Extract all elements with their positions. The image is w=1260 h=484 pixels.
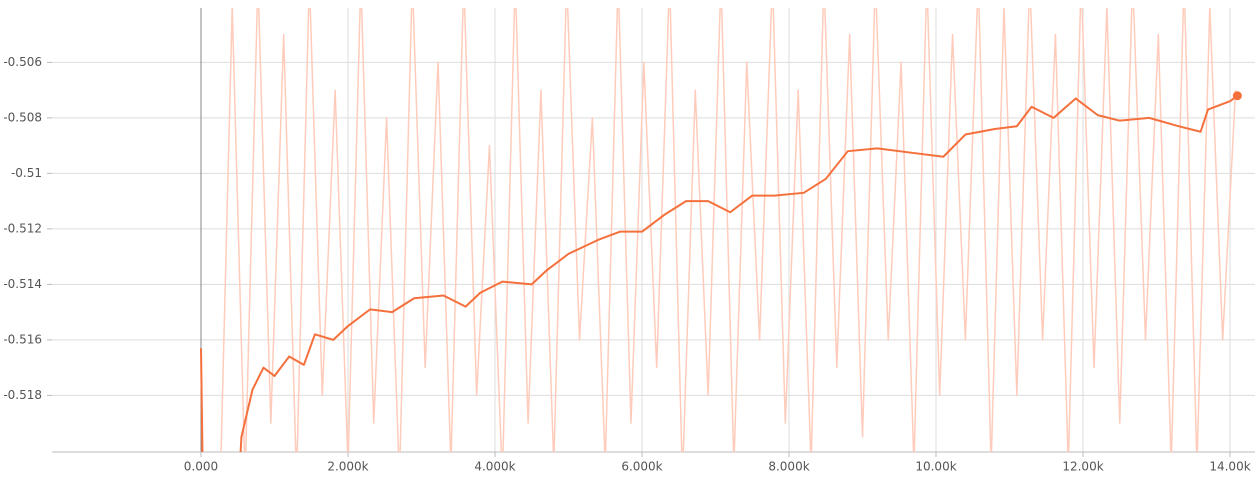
- x-tick-label: 4.000k: [474, 460, 515, 474]
- y-tick-label: -0.512: [3, 221, 42, 235]
- end-marker: [1232, 91, 1242, 101]
- x-tick-label: 2.000k: [327, 460, 368, 474]
- plot-area: [199, 8, 1242, 452]
- x-tick-label: 6.000k: [621, 460, 662, 474]
- y-tick-label: -0.516: [3, 332, 42, 346]
- x-tick-label: 0.000: [184, 460, 218, 474]
- y-tick-label: -0.506: [3, 55, 42, 69]
- data-line: [199, 94, 1238, 452]
- x-tick-label: 14.00k: [1209, 460, 1250, 474]
- x-tick-label: 12.00k: [1062, 460, 1103, 474]
- x-tick-label: 10.00k: [915, 460, 956, 474]
- data-line: [220, 8, 1237, 452]
- y-tick-label: -0.514: [3, 277, 42, 291]
- y-tick-label: -0.51: [11, 166, 42, 180]
- x-tick-label: 8.000k: [768, 460, 809, 474]
- y-tick-label: -0.518: [3, 388, 42, 402]
- y-tick-label: -0.508: [3, 110, 42, 124]
